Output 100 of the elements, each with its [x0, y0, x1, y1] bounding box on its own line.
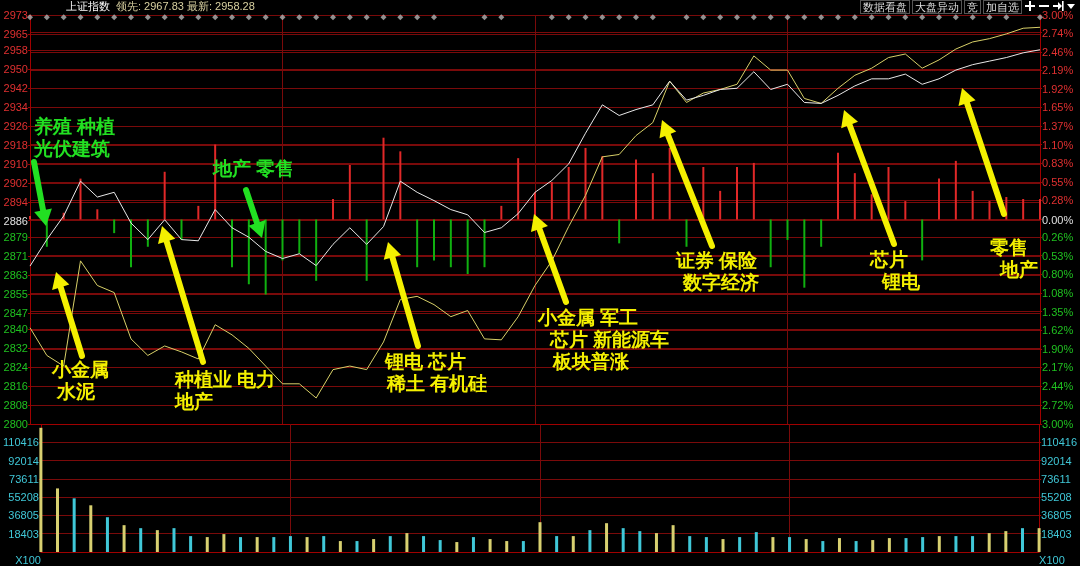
- bar: [222, 534, 226, 552]
- bar: [239, 537, 243, 552]
- bar: [937, 536, 941, 552]
- bar: [1020, 528, 1024, 552]
- bar: [1004, 531, 1008, 552]
- y2-tick-label: 0.26%: [1042, 231, 1074, 244]
- bar: [416, 219, 419, 268]
- annotation: 地产: [175, 391, 213, 413]
- annotation: 证券 保险: [676, 250, 758, 272]
- bar: [688, 536, 692, 552]
- bar: [638, 531, 642, 552]
- annotation: 地产: [1000, 259, 1038, 281]
- bar: [567, 167, 570, 220]
- bar: [272, 537, 276, 552]
- annotation: 小金属 军工: [538, 307, 639, 329]
- bar: [904, 538, 908, 552]
- y-tick-label: 18403: [8, 527, 39, 540]
- bar: [72, 498, 76, 552]
- annotation: 零售: [990, 237, 1028, 259]
- bar: [621, 528, 625, 552]
- y2-tick-label: 1.35%: [1042, 305, 1074, 318]
- annotation: 锂电 芯片: [385, 351, 467, 373]
- y-tick-label: 36805: [8, 509, 39, 522]
- y2-tick-label: 1.92%: [1042, 82, 1074, 95]
- chart-title: 上证指数: [66, 0, 110, 12]
- y2-tick-label: 36805: [1041, 509, 1072, 522]
- bar: [538, 522, 542, 552]
- annotation: 板块普涨: [553, 351, 629, 373]
- annotation: 养殖 种植: [34, 116, 116, 138]
- y-tick-label: 55208: [8, 491, 39, 504]
- bar: [1037, 528, 1041, 552]
- annotation: 水泥: [57, 381, 95, 403]
- text: 大盘异动: [912, 0, 962, 14]
- y2-tick-label: 1.90%: [1042, 343, 1074, 356]
- y-tick-label: 2808: [3, 399, 28, 412]
- y2-tick-label: 2.72%: [1042, 398, 1074, 411]
- y-tick-label: 2855: [3, 287, 28, 300]
- bar: [769, 219, 772, 268]
- y2-tick-label: 2.19%: [1042, 64, 1074, 77]
- bar: [635, 159, 637, 220]
- bar: [719, 190, 722, 220]
- bar: [56, 488, 60, 552]
- bar: [505, 541, 509, 552]
- y-axis-title: X100: [15, 553, 41, 566]
- bar: [139, 528, 143, 552]
- bar: [365, 219, 368, 281]
- bar: [433, 219, 435, 261]
- bar: [500, 205, 503, 220]
- bar: [954, 160, 957, 220]
- bar: [247, 219, 250, 285]
- text: 数据看盘: [860, 0, 910, 14]
- bar: [854, 541, 858, 552]
- y-tick-label: 2918: [3, 139, 28, 152]
- y2-tick-label: 73611: [1041, 472, 1071, 485]
- y2-tick-label: 2.44%: [1042, 379, 1074, 392]
- bar: [786, 219, 789, 240]
- bar: [803, 219, 806, 288]
- bar: [618, 219, 621, 244]
- bar: [837, 538, 841, 552]
- y-tick-label: 2926: [3, 120, 28, 133]
- bar: [754, 532, 758, 552]
- bar: [721, 539, 725, 552]
- bar: [163, 171, 166, 220]
- y2-tick-label: 1.08%: [1042, 287, 1074, 300]
- bar: [601, 156, 604, 220]
- bar: [382, 137, 385, 220]
- annotation: 芯片: [870, 249, 908, 271]
- y2-tick-label: 1.65%: [1042, 101, 1074, 114]
- bar: [605, 523, 609, 552]
- bar: [96, 209, 99, 220]
- bar: [550, 182, 553, 220]
- y-tick-label: 2973: [3, 9, 28, 21]
- bar: [155, 530, 159, 552]
- bar: [584, 147, 587, 220]
- y-tick-label: 73611: [9, 472, 39, 485]
- y-tick-label: 2879: [3, 231, 28, 244]
- bar: [671, 525, 675, 552]
- y2-tick-label: 1.37%: [1042, 120, 1074, 133]
- y-tick-label: 2950: [3, 63, 28, 76]
- bar: [821, 541, 825, 552]
- bar: [405, 533, 409, 552]
- y-tick-label: 2965: [3, 27, 28, 40]
- bar: [588, 530, 592, 552]
- bar: [355, 541, 359, 552]
- text: 竞: [964, 0, 981, 14]
- y-tick-label: 2934: [3, 101, 28, 114]
- bar: [348, 164, 351, 220]
- bar: [921, 537, 925, 552]
- bar: [938, 178, 940, 220]
- bar: [466, 219, 469, 275]
- annotation: 锂电: [882, 271, 920, 293]
- y2-tick-label: 18403: [1041, 527, 1072, 540]
- bar: [388, 536, 392, 552]
- bar: [315, 219, 318, 281]
- bar: [422, 536, 426, 552]
- y-tick-label: 2942: [3, 82, 28, 95]
- bar: [837, 152, 839, 220]
- y2-tick-label: 0.80%: [1042, 268, 1074, 281]
- y-tick-label: 2910: [3, 157, 28, 170]
- bar: [555, 536, 559, 552]
